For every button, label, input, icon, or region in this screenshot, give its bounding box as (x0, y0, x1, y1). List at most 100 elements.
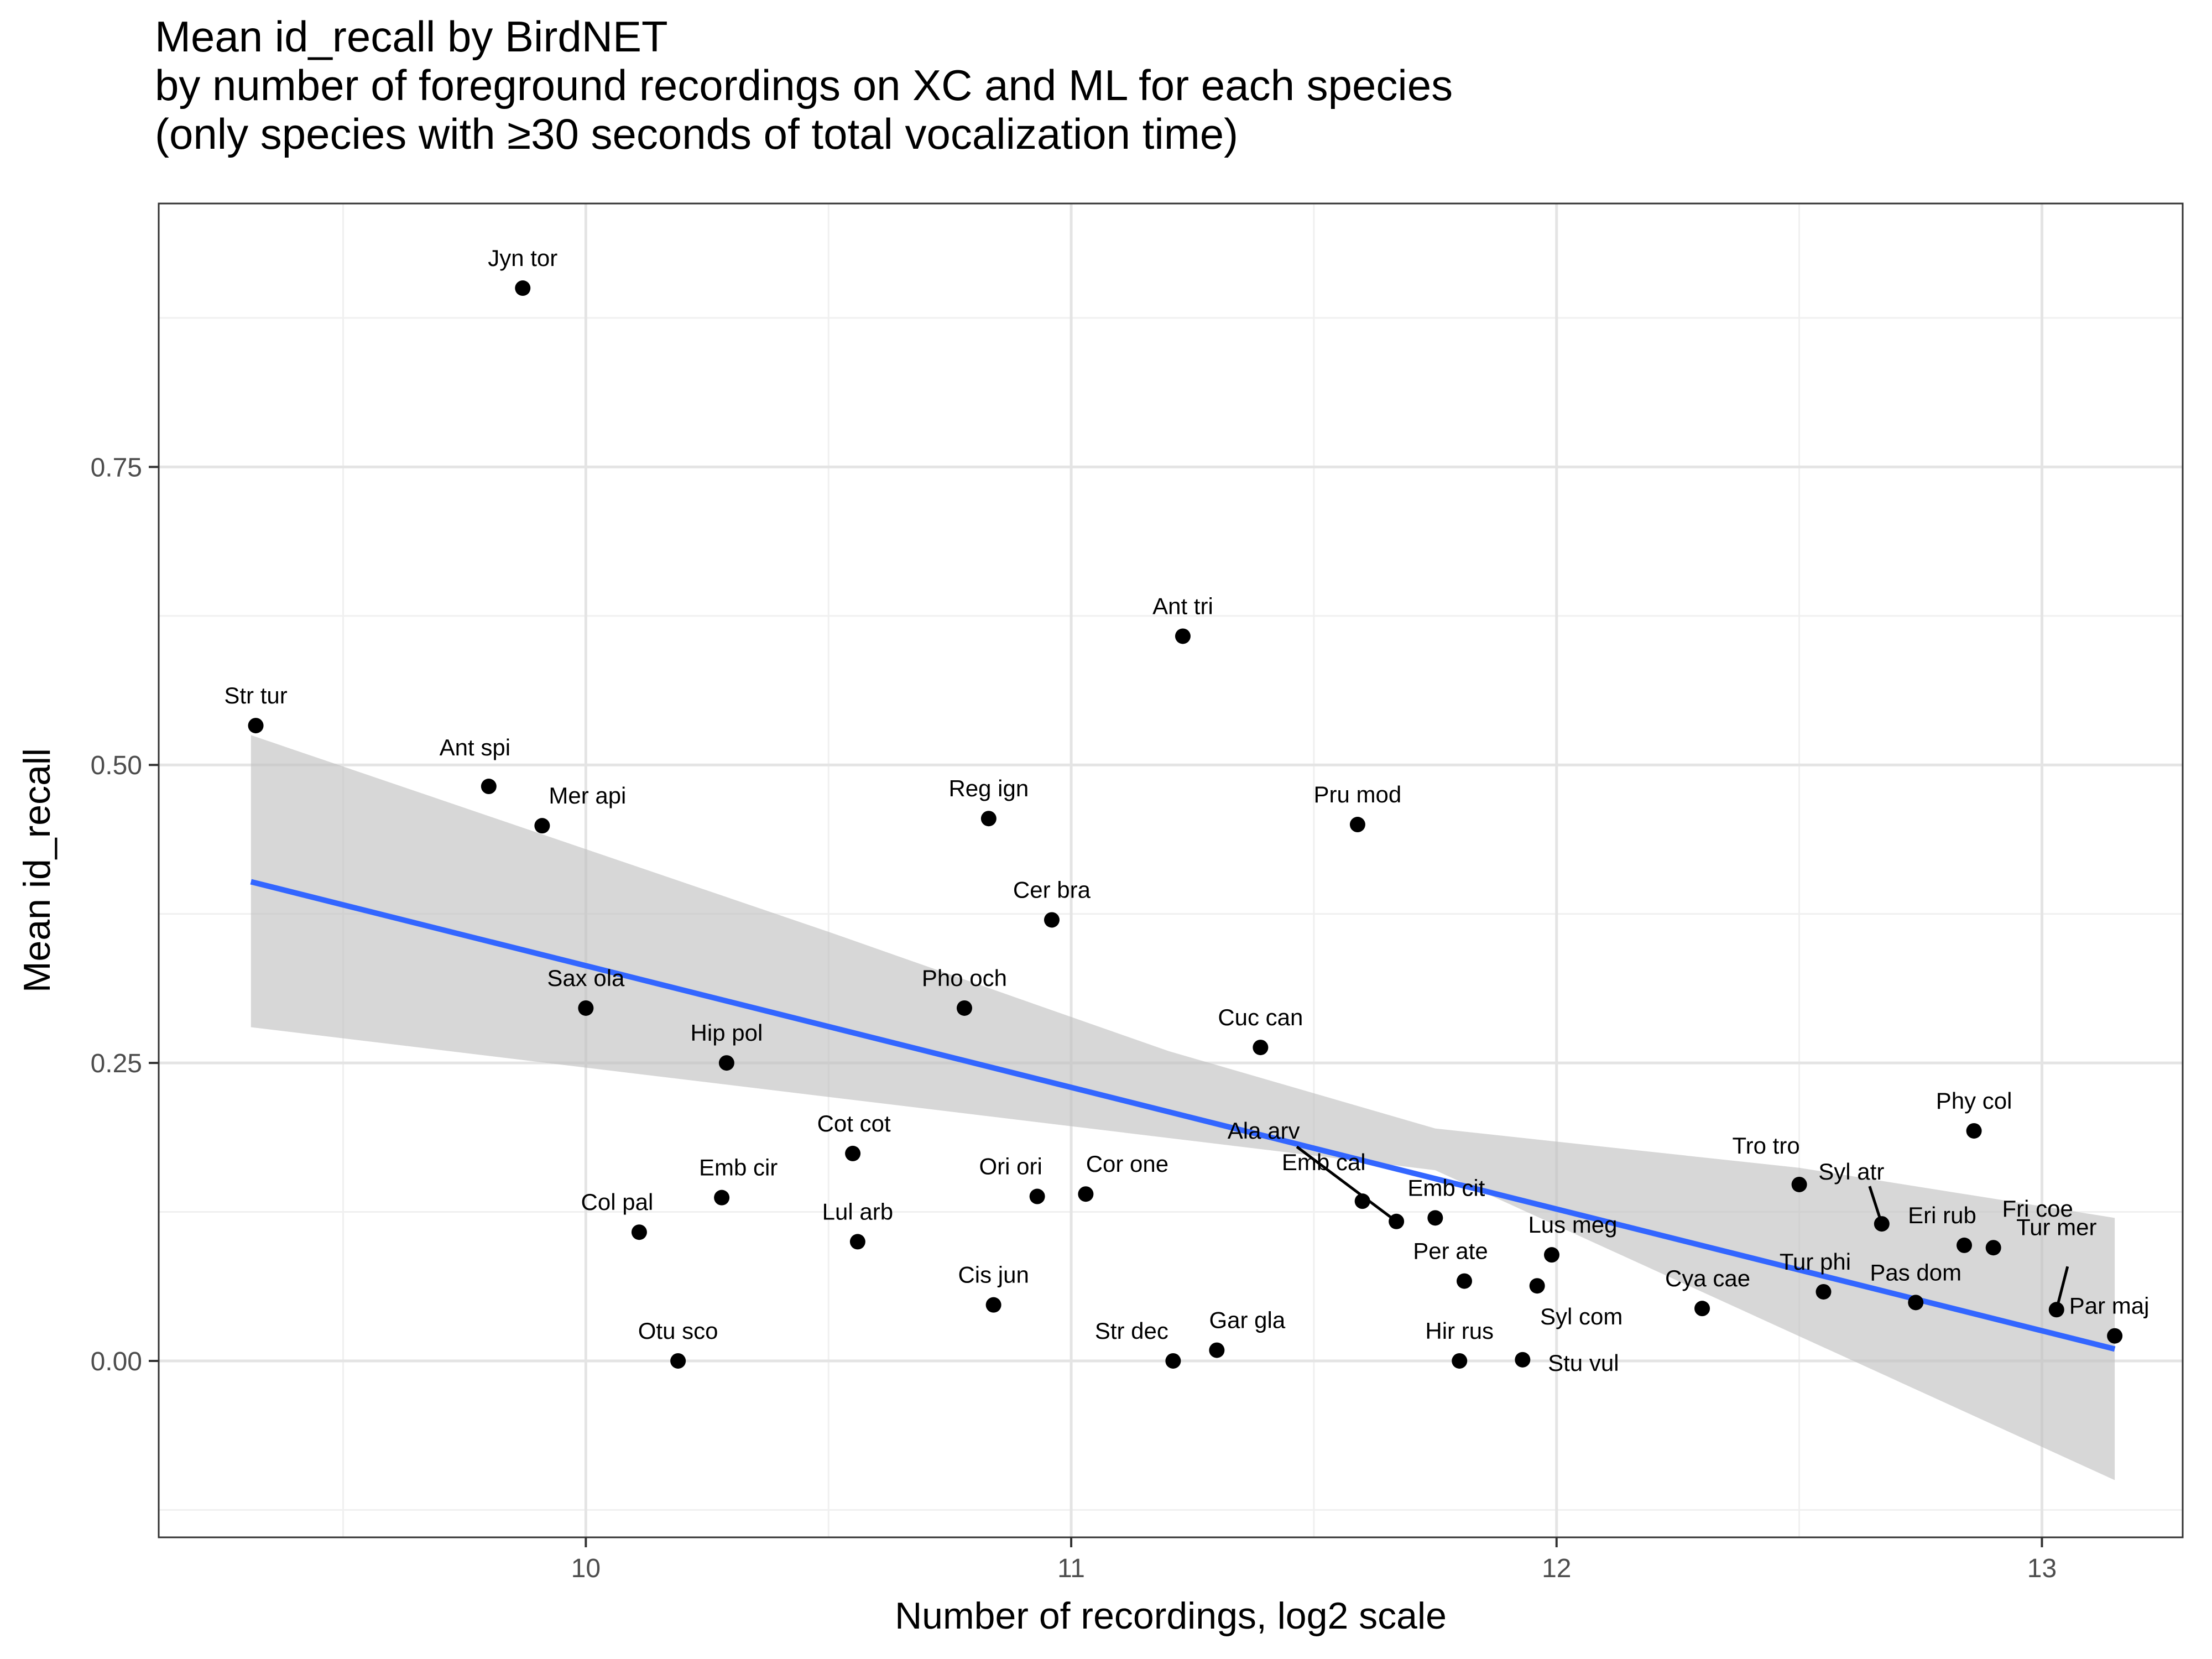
point-label-cer-bra: Cer bra (1013, 877, 1091, 902)
point-syl-atr (1874, 1216, 1890, 1232)
x-tick-label-13: 13 (2027, 1554, 2057, 1583)
point-label-ant-tri: Ant tri (1152, 593, 1213, 619)
point-cor-one (1078, 1186, 1094, 1202)
point-cya-cae (1694, 1301, 1710, 1317)
y-tick-label-0-25: 0.25 (91, 1049, 142, 1078)
point-label-hip-pol: Hip pol (691, 1020, 763, 1046)
point-phy-col (1966, 1123, 1982, 1139)
point-label-cor-one: Cor one (1086, 1151, 1168, 1177)
point-label-cuc-can: Cuc can (1218, 1004, 1303, 1030)
point-label-ant-spi: Ant spi (440, 734, 510, 760)
point-label-reg-ign: Reg ign (948, 775, 1029, 801)
point-stu-vul (1515, 1352, 1531, 1368)
point-label-per-ate: Per ate (1413, 1238, 1488, 1264)
point-label-col-pal: Col pal (581, 1189, 654, 1215)
point-label-jyn-tor: Jyn tor (488, 245, 557, 271)
y-tick-label-0-00: 0.00 (91, 1347, 142, 1376)
point-label-hir-rus: Hir rus (1425, 1318, 1494, 1344)
point-label-gar-gla: Gar gla (1209, 1307, 1286, 1333)
point-emb-cir (714, 1190, 730, 1206)
point-pru-mod (1349, 817, 1365, 833)
point-lul-arb (849, 1234, 865, 1250)
point-per-ate (1457, 1273, 1473, 1289)
chart-title: Mean id_recall by BirdNET by number of f… (155, 12, 1453, 158)
leader-line-ala-arv (1296, 1145, 1397, 1223)
point-eri-rub (1957, 1237, 1973, 1253)
point-tur-mer (2048, 1302, 2064, 1318)
point-par-maj (2107, 1328, 2123, 1344)
y-tick-label-0-50: 0.50 (91, 751, 142, 780)
point-label-par-maj: Par maj (2069, 1293, 2150, 1319)
trend-line-layer (250, 879, 2116, 1352)
point-label-pru-mod: Pru mod (1314, 781, 1402, 807)
point-label-lus-meg: Lus meg (1528, 1212, 1617, 1238)
point-label-emb-cit: Emb cit (1407, 1175, 1485, 1201)
point-label-eri-rub: Eri rub (1908, 1202, 1976, 1228)
point-tro-tro (1791, 1176, 1807, 1192)
confidence-band (251, 735, 2115, 1480)
plot-panel-border (158, 202, 2184, 1538)
point-ori-ori (1029, 1188, 1045, 1204)
point-hip-pol (718, 1055, 734, 1071)
x-tick-label-10: 10 (571, 1554, 601, 1583)
trend-line (250, 879, 2116, 1352)
chart-subtitle-line-3: (only species with ≥30 seconds of total … (155, 109, 1239, 158)
point-hir-rus (1452, 1353, 1468, 1369)
point-label-tur-phi: Tur phi (1780, 1249, 1851, 1275)
y-tick-label-0-75: 0.75 (91, 453, 142, 482)
point-label-ala-arv: Ala arv (1228, 1118, 1300, 1144)
point-otu-sco (670, 1353, 686, 1369)
point-label-sax-ola: Sax ola (547, 965, 625, 991)
point-label-cis-jun: Cis jun (958, 1262, 1029, 1288)
point-sax-ola (578, 1000, 594, 1016)
point-cuc-can (1253, 1040, 1269, 1056)
point-ala-arv (1389, 1213, 1405, 1229)
confidence-band-layer (251, 735, 2115, 1480)
point-label-syl-com: Syl com (1540, 1303, 1623, 1329)
x-axis-title: Number of recordings, log2 scale (895, 1595, 1447, 1637)
point-label-otu-sco: Otu sco (638, 1318, 718, 1344)
point-col-pal (631, 1224, 647, 1240)
point-label-emb-cal: Emb cal (1282, 1149, 1366, 1175)
point-mer-api (534, 818, 550, 834)
x-tick-label-11: 11 (1057, 1554, 1085, 1583)
point-label-tro-tro: Tro tro (1733, 1133, 1800, 1159)
point-label-tur-mer: Tur mer (2016, 1214, 2096, 1240)
point-pho-och (956, 1000, 972, 1016)
chart-subtitle-line-2: by number of foreground recordings on XC… (155, 61, 1453, 109)
point-label-emb-cir: Emb cir (699, 1155, 778, 1181)
point-label-pho-och: Pho och (922, 965, 1007, 991)
point-label-str-dec: Str dec (1095, 1318, 1168, 1344)
point-cer-bra (1044, 912, 1060, 928)
point-label-ori-ori: Ori ori (979, 1154, 1042, 1180)
x-tick-label-12: 12 (1542, 1554, 1571, 1583)
point-tur-phi (1815, 1284, 1832, 1300)
point-gar-gla (1209, 1342, 1225, 1358)
point-reg-ign (980, 811, 997, 827)
point-label-cot-cot: Cot cot (817, 1110, 891, 1136)
point-pas-dom (1908, 1295, 1924, 1311)
y-axis-title: Mean id_recall (16, 748, 58, 993)
point-emb-cal (1354, 1193, 1370, 1209)
point-ant-spi (481, 779, 497, 795)
point-label-pas-dom: Pas dom (1870, 1259, 1961, 1285)
point-cis-jun (985, 1297, 1001, 1313)
chart-title-line-1: Mean id_recall by BirdNET (155, 12, 668, 61)
point-ant-tri (1175, 628, 1191, 644)
point-cot-cot (845, 1145, 861, 1161)
point-str-tur (248, 718, 264, 734)
axis-ticks: 10 11 12 13 0.00 0.25 0.50 0.75 (91, 453, 2057, 1583)
point-syl-com (1529, 1278, 1545, 1294)
point-label-syl-atr: Syl atr (1818, 1159, 1884, 1185)
point-label-mer-api: Mer api (549, 782, 626, 808)
point-label-phy-col: Phy col (1936, 1088, 2012, 1114)
point-emb-cit (1427, 1210, 1443, 1226)
point-label-str-tur: Str tur (224, 682, 287, 708)
point-labels: Jyn tor Ant tri Str tur Ant spi Mer api Reg i… (224, 245, 2149, 1376)
point-label-cya-cae: Cya cae (1665, 1265, 1750, 1291)
point-str-dec (1165, 1353, 1181, 1369)
point-label-fri-coe: Fri coe (2002, 1196, 2073, 1222)
point-label-lul-arb: Lul arb (822, 1198, 893, 1224)
point-label-stu-vul: Stu vul (1548, 1350, 1619, 1376)
